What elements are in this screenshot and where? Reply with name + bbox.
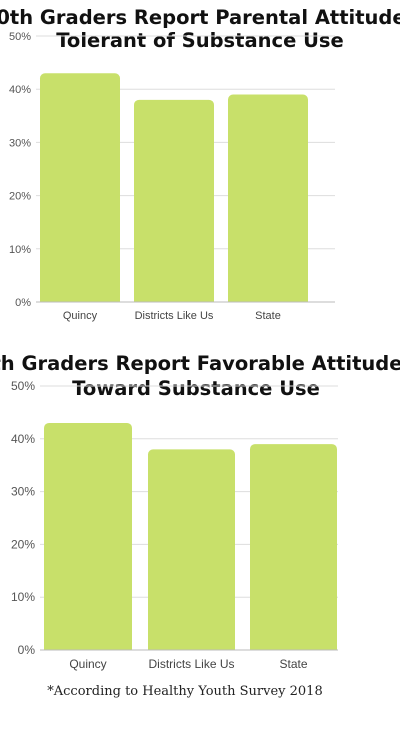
chart-parental-attitudes: 10th Graders Report Parental AttitudesTo… bbox=[0, 6, 400, 322]
chart2-title-line-1: 0th Graders Report Favorable Attitudes bbox=[0, 352, 400, 375]
chart2-bar-base-1 bbox=[44, 644, 132, 650]
chart1-bar-2 bbox=[134, 99, 214, 302]
chart1-category-label-1: Quincy bbox=[63, 310, 98, 322]
chart1-ytick-label-2: 20% bbox=[9, 191, 31, 203]
chart1-ytick-label-3: 30% bbox=[9, 137, 31, 149]
chart2-bar-2 bbox=[148, 449, 235, 650]
chart1-bar-base-3 bbox=[228, 296, 308, 302]
chart2-category-label-2: Districts Like Us bbox=[148, 657, 234, 671]
chart2-category-label-1: Quincy bbox=[69, 657, 106, 671]
chart2-category-label-3: State bbox=[279, 657, 307, 671]
chart2-ytick-label-0: 0% bbox=[18, 643, 36, 657]
chart2-bar-base-2 bbox=[148, 644, 235, 650]
chart1-category-label-3: State bbox=[255, 310, 281, 322]
chart2-ytick-label-1: 10% bbox=[11, 590, 35, 604]
chart1-ytick-label-1: 10% bbox=[9, 244, 31, 256]
chart1-ytick-label-4: 40% bbox=[9, 84, 31, 96]
chart2-ytick-label-3: 30% bbox=[11, 485, 35, 499]
chart1-bar-1 bbox=[40, 73, 120, 303]
chart1-ytick-label-0: 0% bbox=[15, 297, 31, 309]
chart1-title-line-2: Tolerant of Substance Use bbox=[56, 29, 344, 52]
chart1-bar-base-2 bbox=[134, 296, 214, 302]
chart1-bar-base-1 bbox=[40, 296, 120, 302]
chart2-ytick-label-2: 20% bbox=[11, 537, 35, 551]
chart2-title-line-2: Toward Substance Use bbox=[72, 377, 320, 400]
chart-favorable-attitudes: 0th Graders Report Favorable AttitudesTo… bbox=[0, 352, 400, 671]
chart1-title-line-1: 10th Graders Report Parental Attitudes bbox=[0, 6, 400, 29]
chart1-ytick-label-5: 50% bbox=[9, 31, 31, 43]
chart1-bar-3 bbox=[228, 94, 308, 303]
chart2-bar-base-3 bbox=[250, 644, 337, 650]
chart2-ytick-label-5: 50% bbox=[11, 379, 35, 393]
footnote: *According to Healthy Youth Survey 2018 bbox=[47, 684, 323, 699]
chart1-category-label-2: Districts Like Us bbox=[135, 310, 214, 322]
chart2-ytick-label-4: 40% bbox=[11, 432, 35, 446]
chart2-bar-3 bbox=[250, 444, 337, 650]
chart2-bar-1 bbox=[44, 422, 132, 650]
